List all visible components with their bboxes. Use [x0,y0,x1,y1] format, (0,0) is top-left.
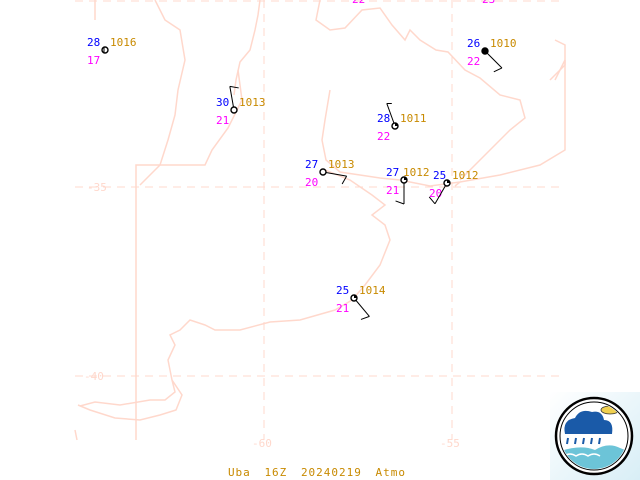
wind-shaft [386,103,396,127]
wind-shaft [353,297,370,317]
station-circle [230,106,238,114]
station-circle [319,168,327,176]
dewpoint-label: 21 [216,114,229,127]
footer-time: 16Z [264,466,288,479]
pressure-label: 1013 [328,158,355,171]
dewpoint-label: 22 [377,130,390,143]
station-plot: 27 1012 21 [386,166,430,205]
wind-shaft [322,171,347,177]
lon-label-55: -55 [440,437,460,450]
station-plot: 26 1010 22 [467,37,517,73]
wind-barb [395,200,405,205]
temperature-label: 27 [386,166,399,179]
partial-dewpoint-label: 23 [482,0,495,6]
pressure-label: 1012 [452,169,479,182]
partial-dewpoint-label: 22 [352,0,365,6]
temperature-label: 28 [377,112,390,125]
footer-source: Atmo [375,466,407,479]
temperature-label: 30 [216,96,229,109]
wind-barb [341,175,348,185]
coast-rio-de-la-plata [79,169,391,407]
grid-lines [75,0,565,440]
station-plot: 28 1011 22 [377,102,427,143]
coastlines [74,0,566,441]
station-plot: 25 1014 21 [336,284,386,320]
pressure-label: 1012 [403,166,430,179]
pressure-label: 1016 [110,36,137,49]
pressure-label: 1014 [359,284,386,297]
footer-date: 20240219 [300,466,362,479]
dewpoint-label: 21 [386,184,399,197]
dewpoint-label: 17 [87,54,100,67]
wind-barb [428,196,436,205]
pressure-label: 1013 [239,96,266,109]
station-plots: 28 1016 17 30 1013 21 28 1011 22 27 1013 20 27 1012 21… [87,36,517,320]
station-plot: 27 1013 20 [305,158,355,189]
lat-label-40: -40 [84,370,104,383]
dewpoint-label: 21 [336,302,349,315]
lon-label-60: -60 [252,437,272,450]
station-circle [481,47,489,55]
border-line [94,0,243,440]
station-plot: 28 1016 17 [87,36,137,67]
map-footer: Uba 16Z 20240219 Atmo [0,466,640,479]
lat-label-35: -35 [87,181,107,194]
pressure-label: 1010 [490,37,517,50]
wind-barb [229,85,239,89]
station-circle [101,46,109,54]
cloud-cover-mark [447,180,450,183]
temperature-label: 26 [467,37,480,50]
river-parana [233,0,261,96]
temperature-label: 27 [305,158,318,171]
river-uruguay [315,0,526,181]
station-plot: 25 1012 20 [428,169,479,205]
coast-north [139,0,186,186]
coast-east-top [549,39,566,81]
wind-shaft [229,86,235,111]
cloud-cover-mark [354,295,357,298]
partial-top-labels: 22 23 [352,0,495,6]
cloud-cover-mark [404,177,407,180]
temperature-label: 25 [433,169,446,182]
station-plot: 30 1013 21 [216,85,266,127]
wind-shaft [484,50,503,69]
temperature-label: 25 [336,284,349,297]
river-main [321,59,566,187]
coast-south [74,379,183,441]
footer-site: Uba [227,466,251,479]
atmosphere-logo [550,392,640,480]
grid-labels: -35 -40 -60 -55 [84,181,460,450]
pressure-label: 1011 [400,112,427,125]
dewpoint-label: 20 [429,187,442,200]
dewpoint-label: 22 [467,55,480,68]
wind-shaft [434,182,448,205]
cloud-cover-mark [395,123,398,126]
wind-barb [360,315,370,320]
wind-barb [493,67,503,73]
temperature-label: 28 [87,36,100,49]
dewpoint-label: 20 [305,176,318,189]
